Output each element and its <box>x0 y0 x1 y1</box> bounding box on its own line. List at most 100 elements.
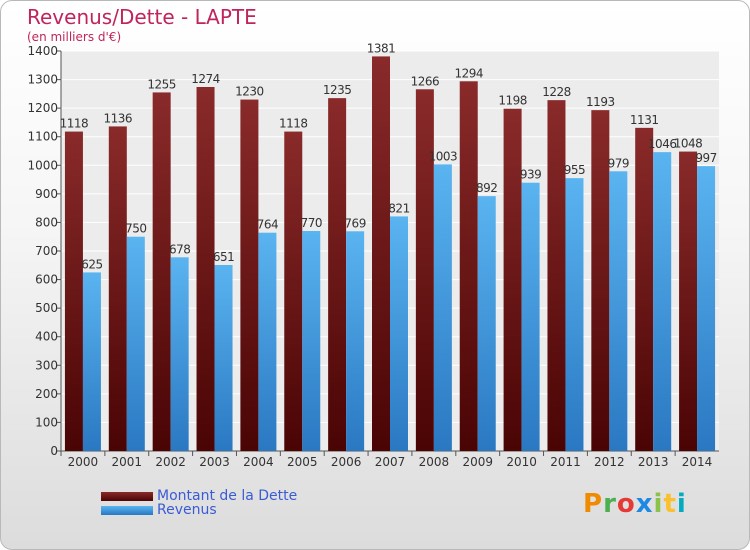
data-label-revenus: 750 <box>125 222 146 236</box>
data-label-revenus: 651 <box>213 250 234 264</box>
logo-letter: P <box>583 489 604 519</box>
x-tick-label: 2006 <box>331 455 362 469</box>
bar-revenus <box>433 164 452 451</box>
bar-revenus <box>565 178 584 451</box>
bar-dette <box>591 110 610 452</box>
bar-revenus <box>521 182 540 451</box>
y-tick-label: 100 <box>35 415 58 429</box>
legend-item-dette: Montant de la Dette <box>101 488 297 504</box>
data-label-dette: 1136 <box>104 111 133 125</box>
data-label-dette: 1228 <box>542 85 571 99</box>
y-tick-label: 200 <box>35 387 58 401</box>
bar-revenus <box>214 265 233 451</box>
chart-title: Revenus/Dette - LAPTE <box>27 5 257 29</box>
x-tick-label: 2004 <box>243 455 274 469</box>
bar-dette <box>503 108 522 451</box>
data-label-revenus: 769 <box>344 216 365 230</box>
bar-dette <box>415 89 434 452</box>
y-tick-label: 1400 <box>27 44 58 58</box>
bar-dette <box>152 92 171 451</box>
bar-dette <box>64 131 83 452</box>
bar-revenus <box>346 231 365 451</box>
y-tick-label: 400 <box>35 330 58 344</box>
data-label-revenus: 955 <box>564 163 585 177</box>
data-label-dette: 1193 <box>586 95 615 109</box>
x-tick-label: 2007 <box>375 455 406 469</box>
x-tick-label: 2012 <box>594 455 625 469</box>
data-label-dette: 1131 <box>630 113 659 127</box>
y-tick-label: 1200 <box>27 101 58 115</box>
y-tick-label: 1300 <box>27 73 58 87</box>
data-label-revenus: 939 <box>520 168 541 182</box>
data-label-dette: 1048 <box>674 137 703 151</box>
data-label-revenus: 625 <box>81 257 102 271</box>
data-label-revenus: 997 <box>695 151 716 165</box>
bar-dette <box>328 98 347 452</box>
x-tick-label: 2010 <box>506 455 537 469</box>
bar-revenus <box>302 231 321 451</box>
bar-dette <box>284 131 303 452</box>
x-tick-label: 2009 <box>462 455 493 469</box>
chart-subtitle: (en milliers d'€) <box>27 30 122 44</box>
bar-dette <box>108 126 127 451</box>
x-tick-label: 2000 <box>68 455 99 469</box>
data-label-dette: 1118 <box>60 117 89 131</box>
y-tick-label: 300 <box>35 358 58 372</box>
y-tick-label: 0 <box>50 444 58 458</box>
x-tick-label: 2011 <box>550 455 581 469</box>
y-tick-label: 500 <box>35 301 58 315</box>
data-label-revenus: 678 <box>169 242 190 256</box>
logo-letter: i <box>676 489 687 519</box>
legend-swatch-revenus <box>101 505 153 515</box>
data-label-dette: 1198 <box>498 94 527 108</box>
legend-swatch-dette <box>101 491 153 501</box>
x-tick-label: 2005 <box>287 455 318 469</box>
data-label-dette: 1235 <box>323 83 352 97</box>
y-tick-label: 700 <box>35 244 58 258</box>
data-label-dette: 1274 <box>191 72 220 86</box>
data-label-dette: 1381 <box>367 41 396 55</box>
bar-dette <box>679 151 698 452</box>
legend-label-revenus: Revenus <box>157 502 217 518</box>
legend-item-revenus: Revenus <box>101 502 217 518</box>
bar-revenus <box>477 196 496 451</box>
x-tick-label: 2001 <box>112 455 143 469</box>
logo-letter: o <box>616 489 636 519</box>
bar-revenus <box>390 216 408 451</box>
data-label-dette: 1294 <box>454 66 483 80</box>
y-tick-label: 600 <box>35 273 58 287</box>
bar-dette <box>240 99 259 452</box>
data-label-revenus: 1003 <box>429 149 458 163</box>
logo-letter: t <box>663 489 677 519</box>
logo-letter: i <box>653 489 664 519</box>
data-label-revenus: 892 <box>476 181 497 195</box>
bar-dette <box>372 56 390 452</box>
y-tick-label: 800 <box>35 215 58 229</box>
bar-dette <box>196 87 215 451</box>
y-tick-label: 1000 <box>27 158 58 172</box>
data-label-dette: 1230 <box>235 85 264 99</box>
x-tick-label: 2013 <box>638 455 669 469</box>
x-tick-label: 2002 <box>155 455 186 469</box>
bar-revenus <box>609 171 628 452</box>
data-label-revenus: 821 <box>388 201 409 215</box>
bar-revenus <box>170 257 189 451</box>
bar-revenus <box>653 152 672 451</box>
data-label-dette: 1266 <box>411 74 440 88</box>
x-tick-label: 2008 <box>419 455 450 469</box>
proxiti-logo: Proxiti <box>583 489 687 519</box>
y-tick-label: 1100 <box>27 130 58 144</box>
bar-revenus <box>126 236 145 451</box>
y-tick-label: 900 <box>35 187 58 201</box>
logo-letter: r <box>603 489 617 519</box>
data-label-revenus: 979 <box>608 156 629 170</box>
bar-revenus <box>258 232 277 451</box>
bar-revenus <box>82 272 101 451</box>
logo-letter: x <box>635 489 654 519</box>
data-label-revenus: 1046 <box>648 137 677 151</box>
bar-dette <box>547 100 566 452</box>
data-label-dette: 1118 <box>279 117 308 131</box>
data-label-revenus: 764 <box>257 218 278 232</box>
